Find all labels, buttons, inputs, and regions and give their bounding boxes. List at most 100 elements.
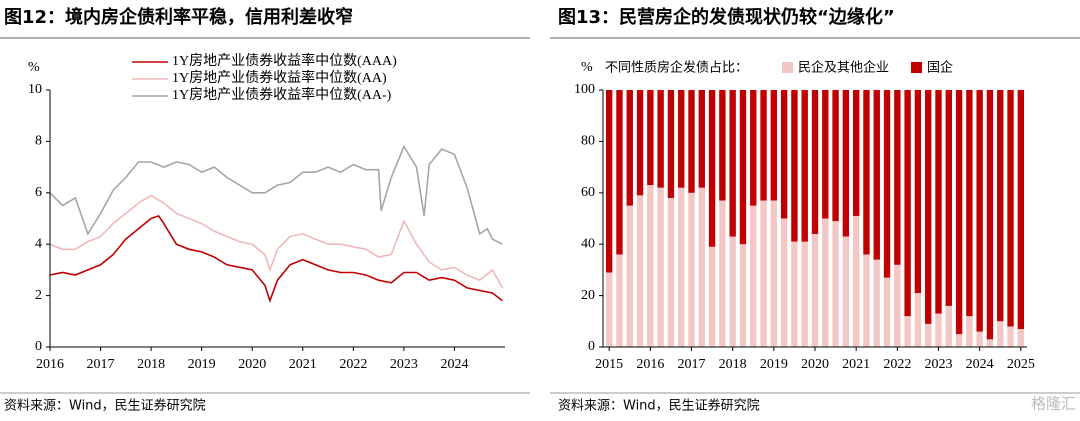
bar [976,90,983,332]
x-tick-label: 2022 [883,357,911,372]
x-tick-label: 2019 [760,357,788,372]
y-tick-label: 60 [581,185,595,200]
bar [760,200,767,347]
bar [708,90,716,247]
y-tick-label: 40 [581,236,595,251]
bar [832,90,839,222]
bar [852,90,860,216]
watermark: 格隆汇 [1031,395,1076,413]
bar [636,195,644,347]
legend-label: 国企 [927,60,953,76]
x-tick-label: 2017 [678,357,706,372]
bar [1017,90,1025,330]
bar [852,215,860,347]
x-tick-label: 2021 [842,357,870,372]
bar [801,241,808,347]
bar [708,246,716,347]
bar [925,323,932,347]
bar [770,90,778,201]
bar [688,192,695,347]
bar [904,316,911,347]
bar [842,236,850,347]
line [49,194,504,289]
y-tick-label: 0 [35,339,42,354]
x-tick-label: 2023 [924,357,952,372]
bar [791,241,798,347]
bar [904,90,911,317]
bar [719,90,726,201]
legend-label: 1Y房地产业债券收益率中位数(AA-) [172,86,392,103]
bar [1017,329,1025,347]
y-tick-label: 2 [35,288,42,303]
legend-label: 1Y房地产业债券收益率中位数(AAA) [172,52,397,69]
bar [842,90,850,237]
x-tick-label: 2023 [390,357,418,372]
bar [729,90,736,237]
bar [863,254,870,347]
bar [997,321,1004,347]
bar [739,90,747,245]
chart-title: 图13：民营房企的发债现状仍较“边缘化” [558,6,895,28]
x-tick-label: 2024 [440,357,468,372]
x-tick-label: 2018 [137,357,165,372]
bar [678,90,685,188]
bar [1007,326,1014,347]
bar [719,200,726,347]
bar [822,218,829,347]
bar [616,254,623,347]
line [49,144,503,245]
legend-label: 1Y房地产业债券收益率中位数(AA) [172,69,387,86]
bar [997,90,1004,322]
bar [667,90,675,198]
y-tick-label: 6 [35,185,42,200]
bar [914,293,922,347]
bar [657,90,664,188]
bar [647,185,654,347]
bar [688,90,695,193]
x-tick-label: 2019 [188,357,216,372]
bar [739,244,747,347]
x-tick-label: 2016 [636,357,664,372]
bar [914,90,922,294]
bar [955,334,963,347]
bar [1007,90,1014,327]
bar [883,90,891,278]
bar [780,218,788,347]
bar [986,339,994,347]
bar [986,90,994,340]
bar [750,205,757,347]
x-tick-label: 2020 [238,357,266,372]
bar [626,205,633,347]
bar [935,90,942,314]
y-tick-label: 4 [35,236,42,251]
bar [935,313,942,347]
bar [976,331,983,347]
bar [894,264,901,347]
bar [729,236,736,347]
bar [626,90,633,206]
y-tick-label: 100 [574,82,595,97]
bar [698,90,705,188]
bar [863,90,870,255]
x-tick-label: 2015 [595,357,623,372]
bar [605,272,613,347]
bar [925,90,932,324]
bar [698,187,705,347]
bar [750,90,757,206]
line [49,214,503,304]
bar [657,187,664,347]
bar [780,90,788,219]
y-tick-label: 10 [28,82,42,97]
y-unit: % [581,60,593,75]
chart-title: 图12：境内房企债利率平稳，信用利差收窄 [4,6,353,28]
bar [883,277,891,347]
y-tick-label: 8 [35,134,42,149]
y-tick-label: 20 [581,288,595,303]
bar [873,259,880,347]
bar [760,90,767,201]
legend-swatch [782,62,793,73]
y-tick-label: 80 [581,134,595,149]
bar [678,187,685,347]
y-tick-label: 0 [588,339,595,354]
x-tick-label: 2016 [36,357,64,372]
